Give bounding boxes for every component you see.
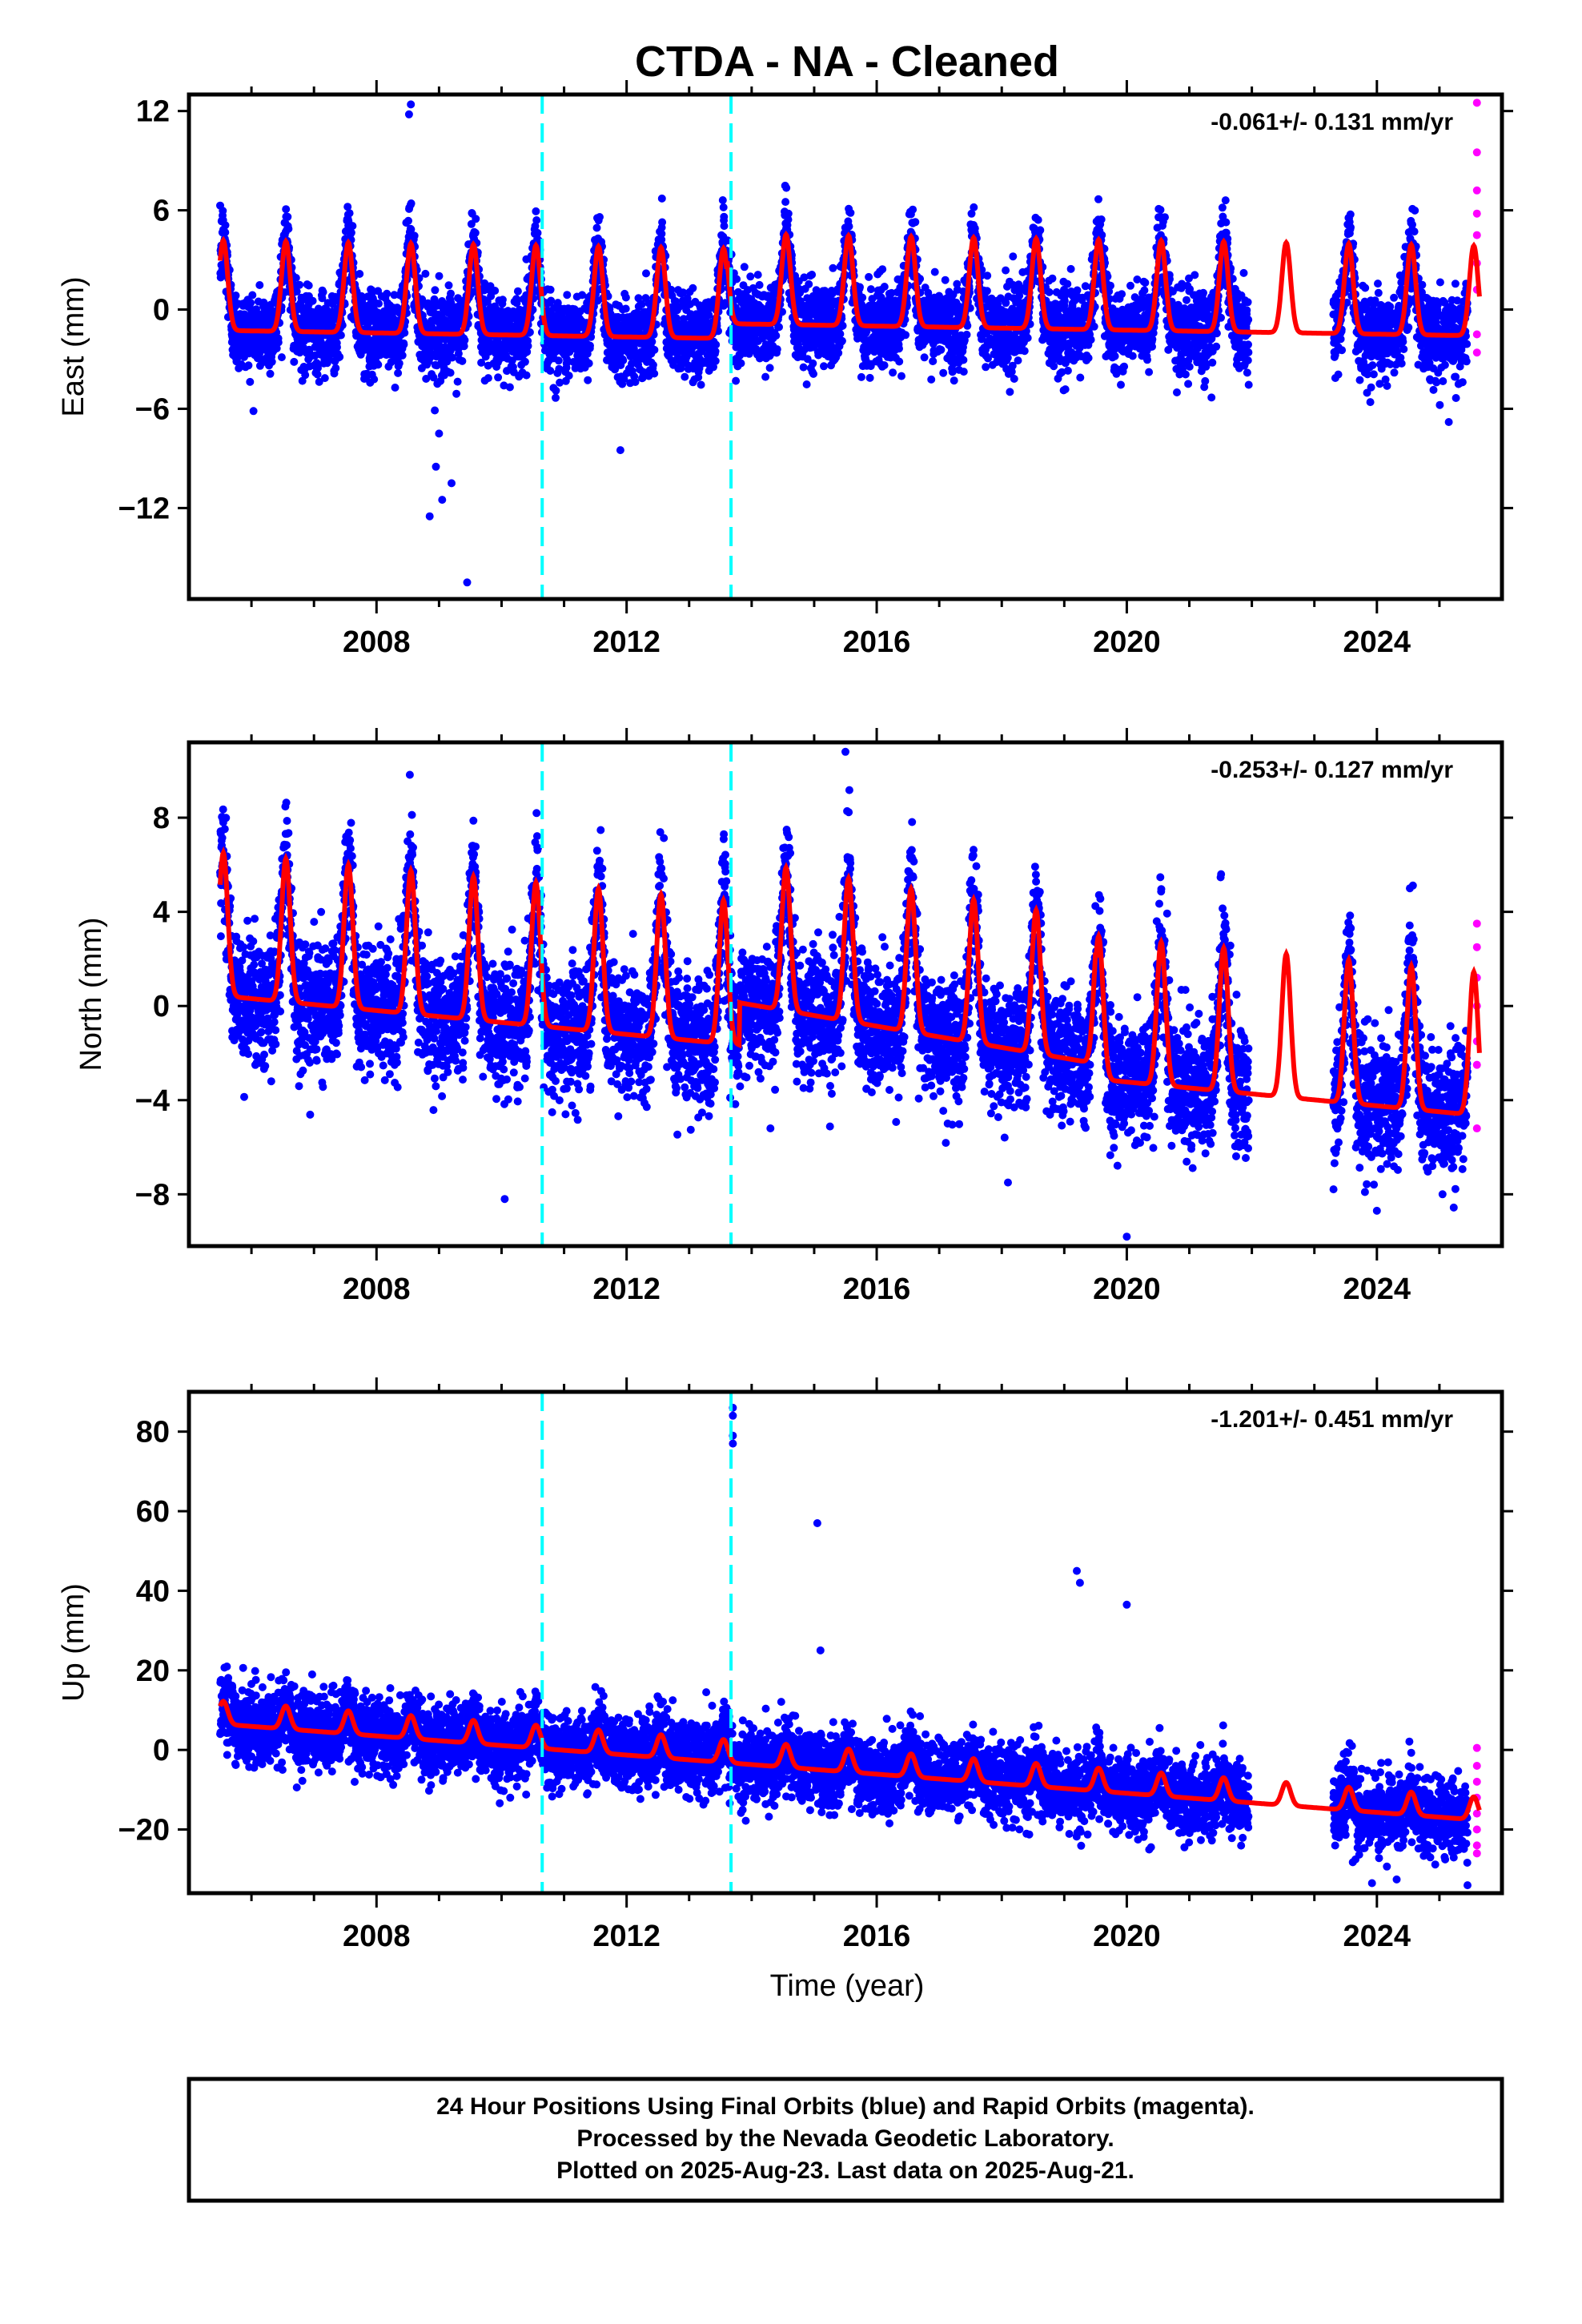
x-tick-label: 2020 xyxy=(1093,625,1161,659)
east-final-points xyxy=(216,100,1472,587)
y-tick-label: 80 xyxy=(136,1416,170,1449)
east-rapid-point xyxy=(1472,330,1481,339)
x-axis-label: Time (year) xyxy=(770,1969,925,2003)
up-rapid-point xyxy=(1472,1841,1481,1850)
east-rapid-point xyxy=(1472,209,1481,218)
east-final-point-cloud xyxy=(216,100,1472,587)
east-rapid-point xyxy=(1472,99,1481,107)
y-tick-label: −20 xyxy=(118,1814,170,1848)
x-tick-label: 2016 xyxy=(843,1920,911,1953)
x-tick-label: 2024 xyxy=(1343,1273,1411,1306)
up-final-points xyxy=(216,1403,1472,1890)
up-rapid-point xyxy=(1472,1825,1481,1834)
x-tick-label: 2012 xyxy=(592,1273,661,1306)
y-tick-label: 12 xyxy=(136,95,170,129)
up-model-curve xyxy=(218,1699,1482,1821)
x-tick-label: 2012 xyxy=(592,1920,661,1953)
north-rapid-point xyxy=(1472,1124,1481,1133)
y-tick-label: 40 xyxy=(136,1574,170,1608)
footer-box xyxy=(187,2077,1504,2203)
figure-title: CTDA - NA - Cleaned xyxy=(635,38,1059,86)
footer-line-1: 24 Hour Positions Using Final Orbits (bl… xyxy=(436,2093,1255,2120)
x-tick-label: 2008 xyxy=(343,1920,411,1953)
east-rapid-points xyxy=(1472,99,1481,357)
y-tick-label: 8 xyxy=(153,802,170,835)
east-plot-area xyxy=(216,94,1482,599)
y-tick-label: 0 xyxy=(153,294,170,328)
x-tick-label: 2008 xyxy=(343,625,411,659)
east-rapid-point xyxy=(1472,348,1481,357)
y-tick-label: 0 xyxy=(153,1734,170,1767)
north-rapid-point xyxy=(1472,1060,1481,1069)
north-y-axis-label: North (mm) xyxy=(74,917,108,1071)
up-final-point-cloud xyxy=(216,1403,1472,1890)
footer-line-3: Plotted on 2025-Aug-23. Last data on 202… xyxy=(556,2157,1134,2184)
x-tick-label: 2024 xyxy=(1343,1920,1411,1953)
up-y-axis-label: Up (mm) xyxy=(57,1583,90,1702)
north-panel: 8 4 0 −4 −8 2008 2012 2016 2020 2024 North (mm) -0.… xyxy=(74,728,1513,1306)
east-rapid-point xyxy=(1472,148,1481,157)
up-rapid-point xyxy=(1472,1849,1481,1858)
x-tick-label: 2016 xyxy=(843,625,911,659)
east-panel: 12 6 0 −6 −12 2008 2012 2016 2020 2024 East (mm) -0… xyxy=(57,80,1513,659)
east-model-curve xyxy=(218,230,1482,341)
x-tick-label: 2016 xyxy=(843,1273,911,1306)
y-tick-label: 20 xyxy=(136,1655,170,1688)
north-plot-area xyxy=(216,742,1482,1246)
y-tick-label: 4 xyxy=(153,896,170,930)
east-frame xyxy=(187,92,1504,601)
y-tick-label: −6 xyxy=(135,392,170,426)
x-tick-label: 2008 xyxy=(343,1273,411,1306)
up-plot-area xyxy=(216,1392,1482,1893)
footer-line-2: Processed by the Nevada Geodetic Laborat… xyxy=(576,2125,1114,2152)
y-tick-label: 6 xyxy=(153,195,170,228)
up-rapid-point xyxy=(1472,1762,1481,1771)
up-rate-label: -1.201+/- 0.451 mm/yr xyxy=(1211,1406,1453,1433)
y-tick-label: 0 xyxy=(153,990,170,1023)
east-rapid-point xyxy=(1472,186,1481,195)
up-rapid-point xyxy=(1472,1809,1481,1818)
up-frame xyxy=(187,1389,1504,1896)
x-tick-label: 2012 xyxy=(592,625,661,659)
east-rate-label: -0.061+/- 0.131 mm/yr xyxy=(1211,109,1453,135)
north-rapid-point xyxy=(1472,919,1481,928)
up-rapid-point xyxy=(1472,1777,1481,1786)
north-rate-label: -0.253+/- 0.127 mm/yr xyxy=(1211,757,1453,783)
up-rapid-point xyxy=(1472,1743,1481,1752)
y-tick-label: 60 xyxy=(136,1495,170,1529)
east-y-axis-label: East (mm) xyxy=(57,276,90,416)
y-tick-label: −12 xyxy=(118,492,170,525)
y-tick-label: −4 xyxy=(135,1084,170,1118)
north-rapid-point xyxy=(1472,943,1481,951)
east-rapid-point xyxy=(1472,231,1481,239)
up-panel: 80 60 40 20 0 −20 2008 2012 2016 2020 2024 Up (mm) -… xyxy=(57,1377,1513,1953)
y-tick-label: −8 xyxy=(135,1178,170,1212)
north-frame xyxy=(187,740,1504,1248)
north-model-curve xyxy=(218,846,1482,1116)
x-tick-label: 2020 xyxy=(1093,1920,1161,1953)
x-tick-label: 2020 xyxy=(1093,1273,1161,1306)
x-tick-label: 2024 xyxy=(1343,625,1411,659)
